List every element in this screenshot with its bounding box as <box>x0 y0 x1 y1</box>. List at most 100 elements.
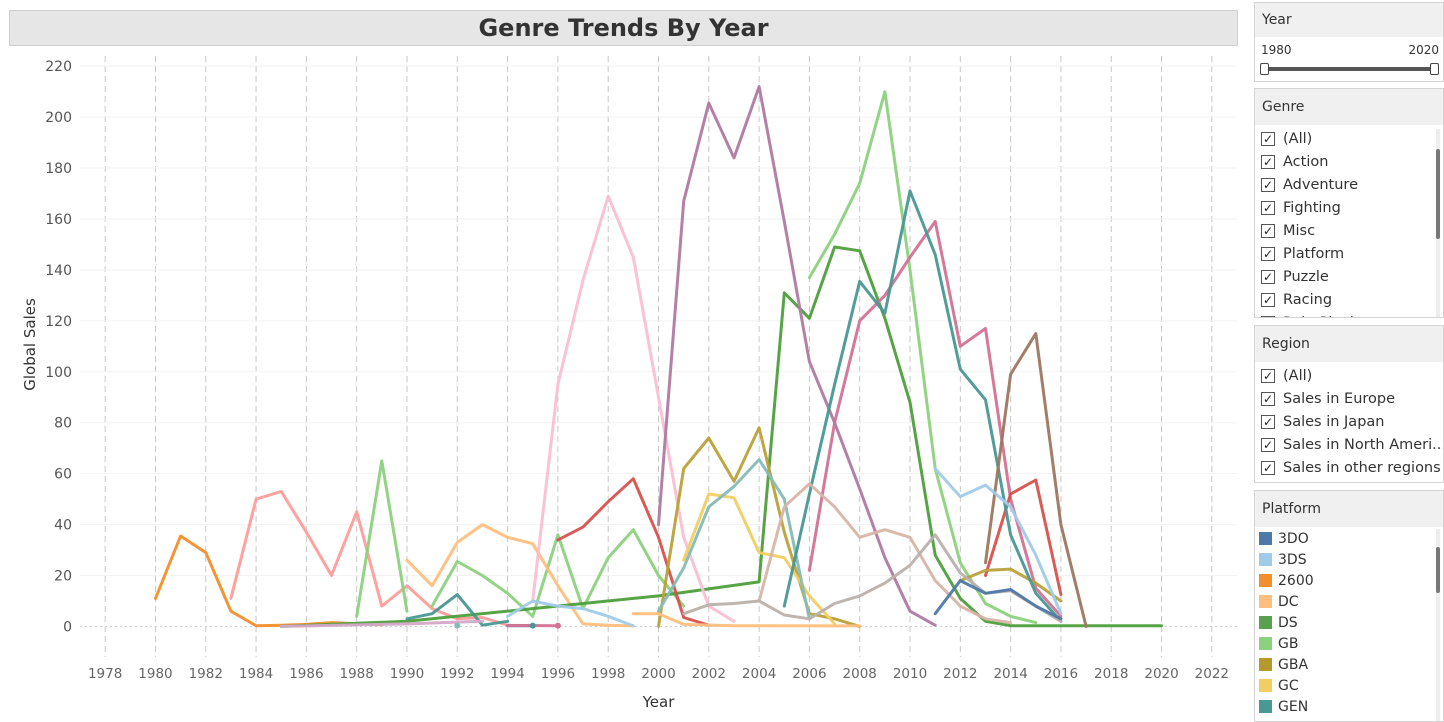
region-checkbox[interactable]: ✓ <box>1261 461 1275 475</box>
genre-scroll-thumb[interactable] <box>1436 149 1440 239</box>
series-line-0 <box>156 536 382 626</box>
x-tick-label: 2004 <box>742 666 776 682</box>
series-point-2 <box>555 623 561 629</box>
genre-checkbox[interactable]: ✓ <box>1261 132 1275 146</box>
platform-color-swatch <box>1259 679 1272 692</box>
x-tick-label: 1988 <box>339 666 373 682</box>
region-filter-list: ✓(All)✓Sales in Europe✓Sales in Japan✓Sa… <box>1255 362 1443 479</box>
genre-filter-list: ✓(All)✓Action✓Adventure✓Fighting✓Misc✓Pl… <box>1255 125 1443 318</box>
platform-item-gba[interactable]: GBA <box>1255 654 1443 675</box>
y-tick-label: 160 <box>45 212 72 228</box>
y-axis-title: Global Sales <box>21 298 39 391</box>
platform-color-swatch <box>1259 658 1272 671</box>
year-max-label: 2020 <box>1408 43 1439 57</box>
region-checkbox[interactable]: ✓ <box>1261 369 1275 383</box>
genre-checkbox[interactable]: ✓ <box>1261 316 1275 319</box>
region-item-all[interactable]: ✓(All) <box>1255 364 1443 387</box>
genre-checkbox[interactable]: ✓ <box>1261 155 1275 169</box>
year-min-label: 1980 <box>1261 43 1292 57</box>
platform-color-swatch <box>1259 637 1272 650</box>
y-tick-label: 140 <box>45 263 72 279</box>
chart-title: Genre Trends By Year <box>478 14 768 42</box>
genre-checkbox[interactable]: ✓ <box>1261 178 1275 192</box>
genre-checkbox[interactable]: ✓ <box>1261 247 1275 261</box>
platform-item-ds[interactable]: DS <box>1255 612 1443 633</box>
genre-item-all[interactable]: ✓(All) <box>1255 127 1443 150</box>
genre-item-racing[interactable]: ✓ Racing <box>1255 288 1443 311</box>
y-tick-label: 100 <box>45 365 72 381</box>
y-tick-label: 40 <box>54 518 72 534</box>
year-filter-panel: Year 1980 2020 <box>1254 2 1444 82</box>
genre-checkbox[interactable]: ✓ <box>1261 293 1275 307</box>
platform-scroll-thumb[interactable] <box>1436 547 1440 593</box>
y-tick-label: 80 <box>54 416 72 432</box>
y-tick-label: 200 <box>45 110 72 126</box>
platform-item-gc[interactable]: GC <box>1255 675 1443 696</box>
platform-item-gen[interactable]: GEN <box>1255 696 1443 717</box>
x-tick-label: 1998 <box>591 666 625 682</box>
genre-item-role-playing[interactable]: ✓ Role-Playing <box>1255 311 1443 318</box>
x-tick-label: 2002 <box>692 666 726 682</box>
year-slider-min-handle[interactable] <box>1260 63 1269 75</box>
x-tick-label: 1982 <box>189 666 223 682</box>
platform-item-3do[interactable]: 3DO <box>1255 528 1443 549</box>
platform-item-gb[interactable]: GB <box>1255 633 1443 654</box>
year-filter-header: Year <box>1255 3 1443 37</box>
x-tick-label: 2014 <box>993 666 1027 682</box>
platform-item-label: 3DO <box>1278 531 1309 547</box>
x-tick-label: 2018 <box>1094 666 1128 682</box>
genre-filter-header: Genre <box>1255 89 1443 125</box>
year-slider-track[interactable] <box>1265 67 1435 71</box>
genre-checkbox[interactable]: ✓ <box>1261 270 1275 284</box>
platform-item-dc[interactable]: DC <box>1255 591 1443 612</box>
year-slider-max-handle[interactable] <box>1430 63 1439 75</box>
x-tick-label: 1984 <box>239 666 273 682</box>
genre-item-puzzle[interactable]: ✓Puzzle <box>1255 265 1443 288</box>
genre-item-adventure[interactable]: ✓Adventure <box>1255 173 1443 196</box>
x-axis-title: Year <box>642 693 676 711</box>
region-checkbox[interactable]: ✓ <box>1261 392 1275 406</box>
platform-item-3ds[interactable]: 3DS <box>1255 549 1443 570</box>
region-item-label: Sales in North Ameri... <box>1283 437 1444 453</box>
platform-item-label: 2600 <box>1278 573 1314 589</box>
genre-item-label: Racing <box>1283 292 1332 308</box>
genre-item-misc[interactable]: ✓ Misc <box>1255 219 1443 242</box>
series-point-0 <box>454 623 460 629</box>
x-tick-label: 2022 <box>1195 666 1229 682</box>
x-tick-label: 2020 <box>1144 666 1178 682</box>
region-checkbox[interactable]: ✓ <box>1261 438 1275 452</box>
chart-title-bar: Genre Trends By Year <box>9 10 1238 46</box>
genre-checkbox[interactable]: ✓ <box>1261 224 1275 238</box>
genre-item-action[interactable]: ✓Action <box>1255 150 1443 173</box>
y-tick-label: 60 <box>54 467 72 483</box>
platform-color-swatch <box>1259 700 1272 713</box>
x-tick-label: 1980 <box>138 666 172 682</box>
platform-item-label: GC <box>1278 678 1299 694</box>
series-line-4 <box>809 92 1035 623</box>
genre-item-label: Misc <box>1283 223 1315 239</box>
region-item-sales-in-north-ameri[interactable]: ✓ Sales in North Ameri... <box>1255 433 1443 456</box>
region-item-sales-in-other-regions[interactable]: ✓Sales in other regions <box>1255 456 1443 479</box>
platform-item-2600[interactable]: 2600 <box>1255 570 1443 591</box>
genre-item-label: Platform <box>1283 246 1344 262</box>
series-line-3 <box>432 530 684 617</box>
region-item-sales-in-europe[interactable]: ✓Sales in Europe <box>1255 387 1443 410</box>
x-tick-label: 1994 <box>490 666 524 682</box>
genre-item-label: Role-Playing <box>1283 315 1372 319</box>
region-item-sales-in-japan[interactable]: ✓Sales in Japan <box>1255 410 1443 433</box>
platform-item-label: GB <box>1278 636 1298 652</box>
platform-legend-header: Platform <box>1255 491 1443 527</box>
platform-item-label: GEN <box>1278 699 1308 715</box>
genre-checkbox[interactable]: ✓ <box>1261 201 1275 215</box>
y-tick-label: 0 <box>63 619 72 635</box>
x-tick-label: 2016 <box>1044 666 1078 682</box>
genre-filter-panel: Genre ✓(All)✓Action✓Adventure✓Fighting✓M… <box>1254 88 1444 318</box>
x-tick-label: 1996 <box>541 666 575 682</box>
genre-item-fighting[interactable]: ✓Fighting <box>1255 196 1443 219</box>
region-checkbox[interactable]: ✓ <box>1261 415 1275 429</box>
genre-item-platform[interactable]: ✓ Platform <box>1255 242 1443 265</box>
y-tick-label: 180 <box>45 161 72 177</box>
